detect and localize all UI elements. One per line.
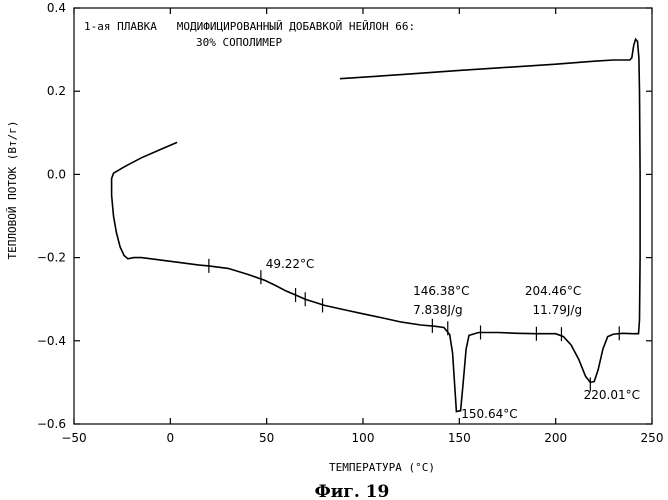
y-tick-label: −0.2 bbox=[37, 251, 66, 265]
x-tick-label: 50 bbox=[259, 431, 274, 445]
annotation-label: 146.38°C bbox=[413, 284, 469, 298]
annotation-label: 204.46°C bbox=[525, 284, 581, 298]
x-tick-label: 150 bbox=[448, 431, 471, 445]
x-tick-label: 200 bbox=[544, 431, 567, 445]
y-tick-label: −0.6 bbox=[37, 417, 66, 431]
chart-title-line-1: 1-ая ПЛАВКА МОДИФИЦИРОВАННЫЙ ДОБАВКОЙ НЕ… bbox=[84, 20, 415, 33]
figure-caption: Фиг. 19 bbox=[315, 482, 390, 500]
annotation-label: 220.01°C bbox=[584, 388, 640, 402]
annotation-label: 11.79J/g bbox=[533, 303, 583, 317]
plot-frame bbox=[74, 8, 652, 424]
curve-tick-marks bbox=[209, 259, 619, 392]
x-tick-label: 250 bbox=[641, 431, 664, 445]
y-tick-label: 0.4 bbox=[47, 1, 66, 15]
annotation-label: 150.64°C bbox=[461, 407, 517, 421]
x-tick-label: 100 bbox=[352, 431, 375, 445]
y-tick-label: −0.4 bbox=[37, 334, 66, 348]
x-axis-ticks: −50 0 50 100 150 200 250 bbox=[61, 8, 663, 445]
annotation-label: 49.22°C bbox=[266, 257, 315, 271]
x-axis-label: ТЕМПЕРАТУРА (°C) bbox=[329, 461, 435, 474]
y-tick-label: 0.2 bbox=[47, 84, 66, 98]
x-tick-label: −50 bbox=[61, 431, 86, 445]
y-axis-ticks: −0.6 −0.4 −0.2 0.0 0.2 0.4 bbox=[37, 1, 652, 431]
annotation-label: 7.838J/g bbox=[413, 303, 463, 317]
chart-title-line-2: 30% СОПОЛИМЕР bbox=[196, 36, 282, 49]
x-tick-label: 0 bbox=[167, 431, 175, 445]
y-tick-label: 0.0 bbox=[47, 167, 66, 181]
annotations: 49.22°C 146.38°C 7.838J/g 204.46°C 11.79J/g 1… bbox=[266, 257, 640, 421]
heat-flow-curve bbox=[112, 39, 641, 411]
y-axis-label: ТЕПЛОВОЙ ПОТОК (Вт/г) bbox=[6, 120, 19, 259]
